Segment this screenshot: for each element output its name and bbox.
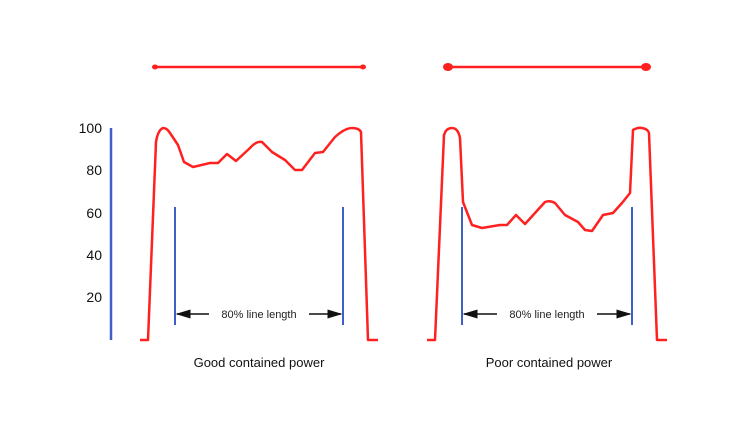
poor-power-profile bbox=[427, 126, 667, 342]
good-power-profile bbox=[140, 126, 378, 342]
y-tick-label: 100 bbox=[79, 120, 103, 136]
y-tick-label: 20 bbox=[86, 289, 102, 305]
y-tick-label: 80 bbox=[86, 162, 102, 178]
y-tick-label: 40 bbox=[86, 247, 102, 263]
line-length-annotation: 80% line length bbox=[221, 309, 296, 321]
panel-caption: Poor contained power bbox=[486, 355, 613, 370]
panel-caption: Good contained power bbox=[194, 355, 325, 370]
poor-line-sample bbox=[443, 63, 651, 71]
good-line-sample bbox=[152, 64, 366, 70]
line-length-annotation: 80% line length bbox=[509, 309, 584, 321]
y-tick-label: 60 bbox=[86, 205, 102, 221]
